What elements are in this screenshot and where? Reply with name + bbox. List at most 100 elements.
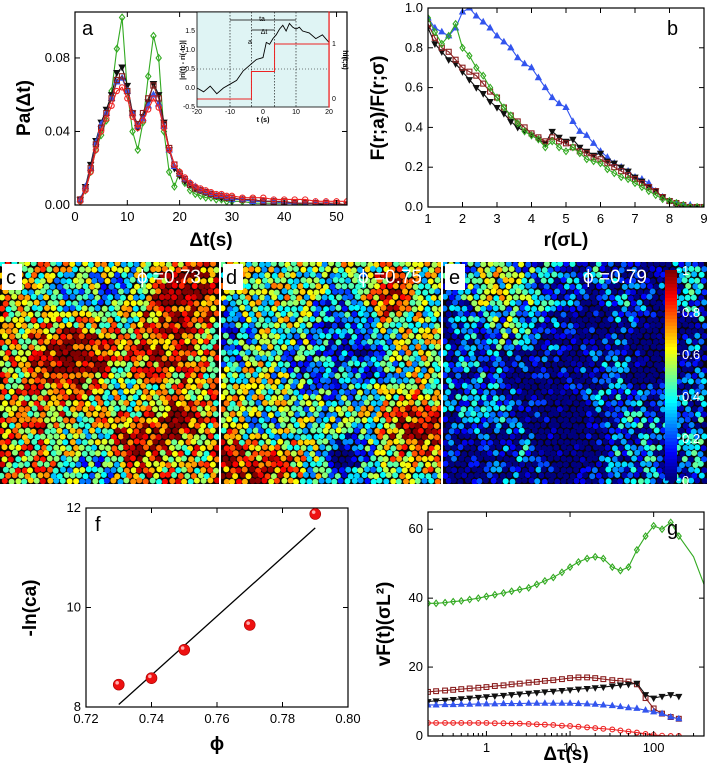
map-particle [626,416,633,423]
map-particle [56,394,63,401]
panel-f-point-highlight [148,674,152,679]
map-particle [515,322,522,328]
map-particle [2,466,9,473]
map-particle [592,478,599,484]
map-particle [242,333,249,340]
map-particle [527,345,534,351]
map-particle [169,277,175,284]
map-particle [506,449,513,456]
map-particle [451,322,458,329]
map-particle [636,344,643,351]
map-particle [184,449,191,456]
map-particle [691,328,698,335]
inset-xtick-label: 0 [261,109,265,116]
map-particle [602,450,609,457]
map-particle [360,405,367,412]
map-particle [162,311,169,318]
map-particle [209,361,216,368]
map-particle [357,477,364,484]
map-particle [94,472,101,479]
map-particle [566,333,573,340]
map-particle [101,417,108,424]
map-particle [486,304,493,311]
map-particle [562,461,569,468]
map-particle [187,355,194,362]
map-particle [512,327,519,334]
map-particle [360,461,367,468]
map-particle [68,338,75,345]
map-particle [293,321,300,328]
map-particle [351,445,358,452]
map-particle [164,293,171,300]
map-particle [428,322,435,329]
map-particle [308,416,315,423]
map-particle [200,300,207,307]
map-particle [24,328,31,335]
map-particle [367,306,373,313]
map-particle [468,472,474,479]
map-particle [563,339,570,346]
map-particle [404,405,411,411]
map-particle [627,295,634,302]
map-particle [639,372,646,379]
map-particle [136,333,143,340]
map-particle [627,472,634,479]
map-particle [33,455,40,462]
map-particle [261,355,268,362]
map-particle [299,388,306,395]
panel-b-xtick-label: 9 [700,211,707,226]
map-particle [72,400,79,407]
map-particle [595,262,602,267]
map-particle [47,378,53,384]
panel-a-series-3-point [322,200,330,205]
map-particle [213,444,219,451]
map-particle [256,377,262,384]
map-particle [242,422,249,429]
map-particle [694,355,701,362]
map-particle [200,422,207,429]
map-particle [126,350,133,357]
map-particle [382,388,389,395]
map-particle [589,350,596,357]
map-particle [159,472,166,478]
map-particle [59,311,66,318]
map-particle [443,406,448,413]
panel-a-series-0-point [118,13,126,22]
map-particle [242,311,249,318]
map-particle [445,477,452,484]
map-particle [325,333,332,340]
map-particle [268,399,275,406]
panel-b-series-1-point [486,98,494,106]
map-particle [463,366,470,373]
map-particle [260,389,267,396]
map-particle [665,262,672,268]
map-particle [53,388,59,395]
map-particle [245,272,251,279]
panel-a-series-3-point [312,200,319,205]
map-particle [339,456,345,463]
map-particle [72,433,79,440]
map-particle [541,310,548,317]
map-particle [184,284,191,291]
map-particle [386,328,393,335]
map-particle [605,401,612,407]
map-particle [678,262,685,268]
map-particle [516,411,523,418]
colorbar-segment [665,357,677,362]
map-particle [461,372,468,379]
map-particle [123,355,130,362]
map-particle [483,300,490,307]
panel-b-series-3-point [604,165,611,174]
map-particle [264,317,271,324]
map-particle [245,461,252,468]
map-particle [351,277,358,284]
map-particle [403,478,409,484]
map-particle [372,327,379,334]
map-particle [370,321,377,328]
map-particle [191,405,198,412]
map-particle [11,293,18,300]
map-particle [169,467,175,474]
map-particle [605,333,612,340]
map-particle [49,327,56,334]
map-particle [647,271,654,278]
